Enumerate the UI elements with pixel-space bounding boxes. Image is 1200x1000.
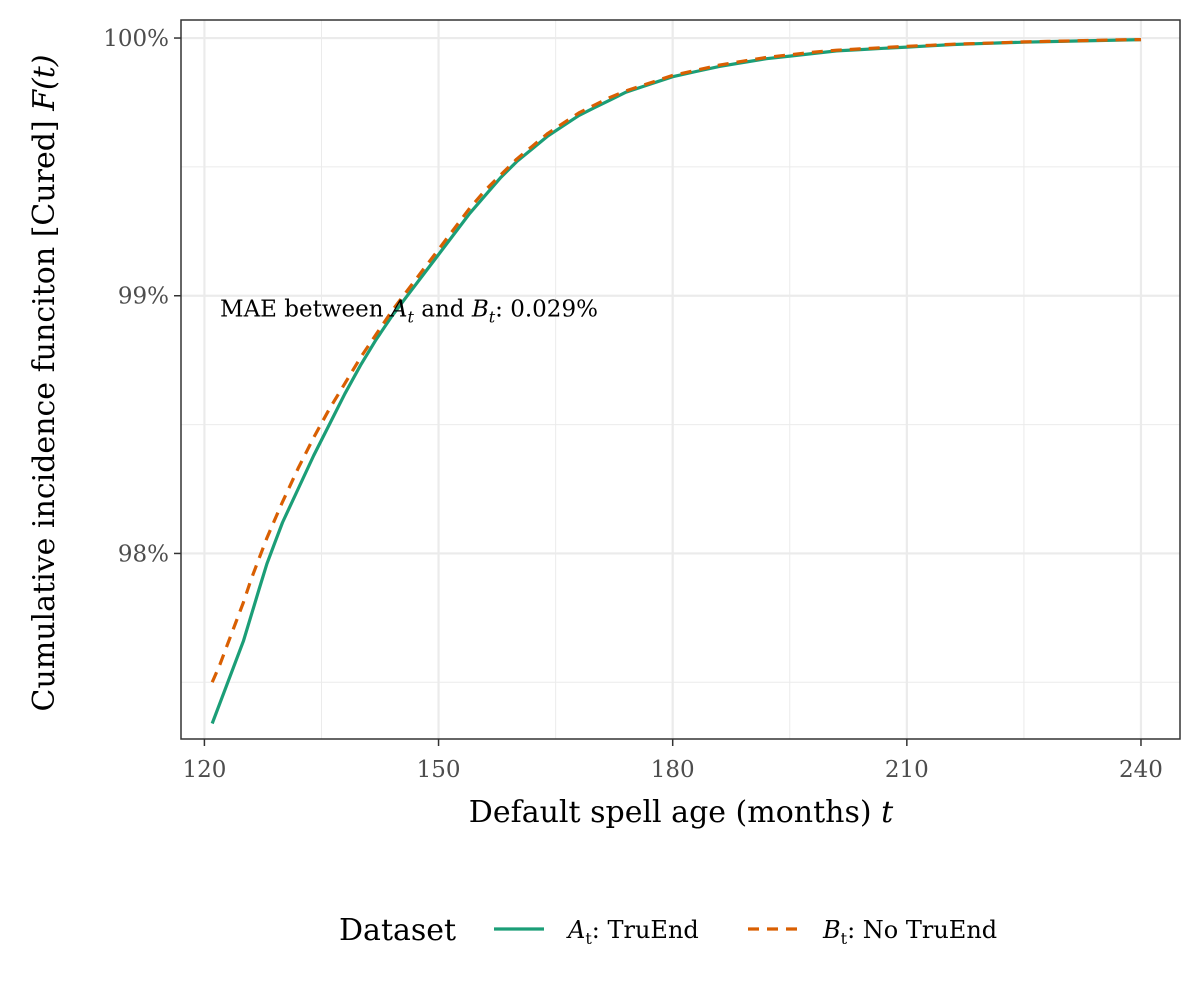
- y-tick-label: 98%: [118, 541, 169, 567]
- x-axis: 120 150 180 210 240: [182, 739, 1163, 783]
- x-tick-label: 120: [182, 757, 226, 783]
- x-tick-label: 210: [885, 757, 929, 783]
- x-tick-label: 240: [1119, 757, 1163, 783]
- y-tick-label: 100%: [103, 26, 169, 52]
- y-axis: 98% 99% 100%: [103, 26, 181, 567]
- x-tick-label: 150: [417, 757, 461, 783]
- mae-annotation: MAE between At and Bt: 0.029%: [220, 297, 598, 327]
- series-line-no-truend: [210, 38, 1142, 683]
- y-tick-label: 99%: [118, 284, 169, 310]
- legend-title: Dataset: [339, 913, 456, 948]
- x-tick-label: 180: [651, 757, 695, 783]
- legend-label-no-truend: Bt: No TruEnd: [822, 916, 997, 948]
- legend-label-truend: At: TruEnd: [566, 916, 699, 948]
- minor-gridlines: [181, 20, 1180, 739]
- series-lines: [210, 38, 1142, 725]
- panel-border: [180, 19, 1181, 740]
- y-axis-title: Cumulative incidence funciton [Cured] F(…: [27, 54, 62, 711]
- major-gridlines: [181, 20, 1180, 739]
- legend: Dataset At: TruEnd Bt: No TruEnd: [339, 913, 997, 948]
- x-axis-title: Default spell age (months) t: [469, 795, 894, 830]
